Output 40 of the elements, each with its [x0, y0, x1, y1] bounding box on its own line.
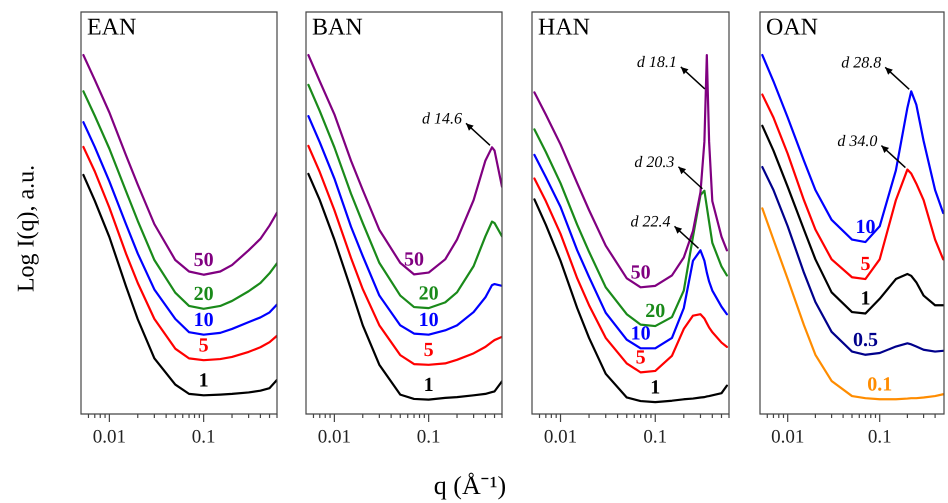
x-tick-label: 0.1 — [192, 426, 216, 448]
x-tick-label: 0.1 — [868, 426, 892, 448]
chart-title: BAN — [312, 14, 363, 40]
series-label: 1 — [650, 376, 660, 398]
annotation: d 34.0 — [837, 132, 878, 150]
series-label: 20 — [645, 300, 666, 322]
chart-title: OAN — [766, 14, 818, 40]
chart-title: HAN — [538, 14, 590, 40]
x-tick-label: 0.01 — [771, 426, 804, 448]
series-label: 5 — [860, 253, 870, 276]
series-label: 5 — [636, 346, 646, 369]
series-label: 0.1 — [867, 373, 892, 396]
series-label: 20 — [418, 282, 439, 304]
annotation: d 14.6 — [422, 110, 462, 128]
series-label: 50 — [194, 248, 214, 271]
chart-title: EAN — [87, 14, 136, 40]
annotation: d 20.3 — [634, 154, 674, 171]
x-tick-label: 0.1 — [416, 426, 441, 448]
series-label: 1 — [860, 288, 870, 310]
series-label: 10 — [418, 308, 439, 331]
series-label: 0.5 — [852, 328, 878, 351]
x-tick-label: 0.01 — [92, 426, 126, 448]
series-label: 50 — [404, 248, 424, 271]
x-tick-label: 0.01 — [318, 426, 351, 448]
series-label: 5 — [198, 334, 209, 356]
series-label: 20 — [194, 283, 214, 306]
series-label: 1 — [198, 370, 209, 392]
annotation: d 22.4 — [630, 214, 670, 231]
x-tick-label: 0.1 — [643, 426, 668, 448]
annotation: d 18.1 — [636, 54, 677, 72]
series-label: 5 — [424, 339, 434, 361]
series-label: 1 — [424, 374, 434, 396]
x-axis-title: q (Å⁻¹) — [432, 470, 508, 502]
series-label: 10 — [855, 216, 876, 238]
y-axis-title: Log I(q), a.u. — [14, 164, 40, 294]
annotation: d 28.8 — [841, 54, 882, 72]
series-label: 10 — [630, 322, 651, 344]
series-label: 50 — [630, 261, 651, 284]
series-label: 10 — [194, 308, 214, 331]
x-tick-label: 0.01 — [544, 426, 578, 448]
